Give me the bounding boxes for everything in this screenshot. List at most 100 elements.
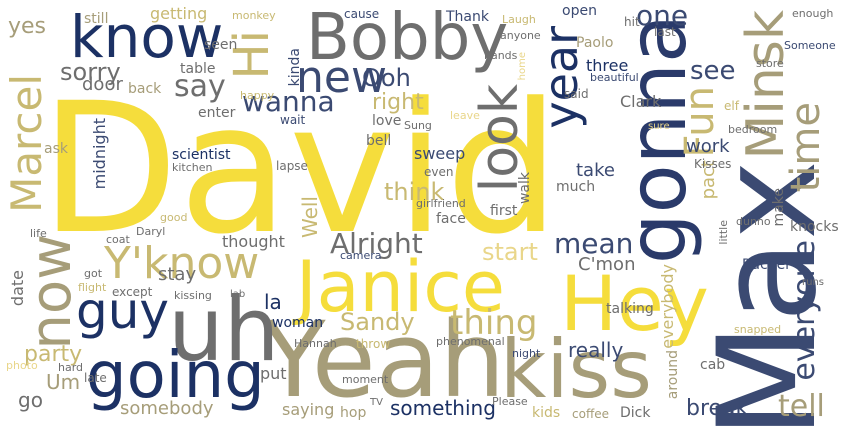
word-hop: hop xyxy=(340,405,367,421)
word-everybody: everybody xyxy=(658,264,677,349)
word-kids: kids xyxy=(532,405,561,421)
word-snapped: snapped xyxy=(734,323,782,336)
word-something: something xyxy=(390,396,496,420)
word-photo: photo xyxy=(6,359,38,372)
word-rachel: Rachel xyxy=(742,257,790,273)
word-kinda: kinda xyxy=(287,48,303,87)
word-face: face xyxy=(436,211,466,227)
word-alright: Alright xyxy=(330,227,423,260)
word-thing: thing xyxy=(450,303,538,343)
word-still: still xyxy=(84,11,109,27)
word-around: around xyxy=(665,350,681,400)
word-guy: guy xyxy=(76,282,170,340)
word-runs: runs xyxy=(802,277,824,288)
word-yknow: Y'know xyxy=(104,238,260,289)
word-mean: mean xyxy=(554,227,634,260)
word-thank: Thank xyxy=(446,9,489,25)
word-life: life xyxy=(30,227,47,240)
word-hit: hit xyxy=(624,15,640,29)
word-paolo: Paolo xyxy=(576,35,614,51)
word-last: last xyxy=(654,25,676,39)
word-new: new xyxy=(296,52,387,103)
word-somebody: somebody xyxy=(120,398,214,419)
word-everyone: everyone xyxy=(787,240,822,381)
word-flight: flight xyxy=(78,281,107,294)
word-love: love xyxy=(372,113,402,129)
word-sweep: sweep xyxy=(414,144,466,163)
word-hard: hard xyxy=(58,361,84,374)
word-kissing: kissing xyxy=(174,289,212,302)
word-back: back xyxy=(128,81,162,97)
word-dick: Dick xyxy=(620,405,651,421)
word-bedroom: bedroom xyxy=(728,123,778,136)
word-clark: Clark xyxy=(620,92,662,111)
word-think: think xyxy=(384,178,445,206)
word-ooh: Ooh xyxy=(362,64,411,92)
word-hannah: Hannah xyxy=(294,337,337,350)
word-right: right xyxy=(372,90,424,115)
word-uh: uh xyxy=(168,278,280,381)
word-make: make xyxy=(771,188,787,227)
word-stay: stay xyxy=(158,264,197,285)
word-scientist: scientist xyxy=(172,147,231,163)
word-anyone: anyone xyxy=(500,29,541,42)
word-door: door xyxy=(82,74,123,95)
word-hands: hands xyxy=(484,49,518,62)
word-monkey: monkey xyxy=(232,9,276,22)
word-now: now xyxy=(19,234,84,350)
word-um: Um xyxy=(46,370,81,394)
word-hey: Hey xyxy=(560,259,709,348)
word-good: good xyxy=(160,211,188,224)
word-yeah: Yeah xyxy=(262,299,506,421)
word-table: table xyxy=(180,61,216,77)
word-little: little xyxy=(717,220,730,245)
word-kiss: kiss xyxy=(500,323,652,416)
word-happy: happy xyxy=(240,89,275,102)
word-start: start xyxy=(482,238,538,266)
word-home: home xyxy=(517,52,528,81)
word-sandy: Sandy xyxy=(340,308,415,336)
word-go: go xyxy=(18,388,43,412)
word-bobby: Bobby xyxy=(306,1,509,75)
word-cmon: C'mon xyxy=(578,254,636,275)
word-take: take xyxy=(576,160,615,181)
word-three: three xyxy=(586,56,629,75)
word-camera: camera xyxy=(340,249,382,262)
word-girlfriend: girlfriend xyxy=(416,197,466,210)
word-put: put xyxy=(260,364,287,383)
word-said: said xyxy=(564,87,589,101)
word-see: see xyxy=(690,56,736,86)
word-getting: getting xyxy=(150,4,208,23)
word-wait: wait xyxy=(280,113,306,127)
word-dunno: dunno xyxy=(736,215,771,228)
word-david: David xyxy=(40,65,560,274)
word-open: open xyxy=(562,3,597,19)
word-please: Please xyxy=(492,395,528,408)
word-knocks: knocks xyxy=(790,219,839,235)
word-kisses: Kisses xyxy=(694,157,732,171)
word-sorry: sorry xyxy=(60,58,121,86)
word-work: work xyxy=(686,136,730,157)
word-throw: throw xyxy=(356,337,391,351)
word-tv: TV xyxy=(370,397,383,408)
word-night: night xyxy=(512,347,541,360)
word-except: except xyxy=(112,285,153,299)
word-walk: walk xyxy=(517,172,533,205)
word-coat: coat xyxy=(106,233,130,246)
word-laugh: Laugh xyxy=(502,13,536,26)
word-saying: saying xyxy=(282,400,335,419)
word-lapse: lapse xyxy=(276,159,308,173)
word-sure: sure xyxy=(648,121,670,132)
word-party: party xyxy=(24,342,83,367)
word-coffee: coffee xyxy=(572,407,609,421)
word-well: Well xyxy=(298,196,322,239)
word-tell: tell xyxy=(778,389,825,424)
word-seen: seen xyxy=(204,37,238,53)
word-midnight: midnight xyxy=(90,118,109,190)
word-leave: leave xyxy=(450,109,480,122)
word-one: one xyxy=(636,0,689,32)
word-wanna: wanna xyxy=(242,85,335,118)
word-late: late xyxy=(84,371,107,385)
word-someone: Someone xyxy=(784,39,836,52)
